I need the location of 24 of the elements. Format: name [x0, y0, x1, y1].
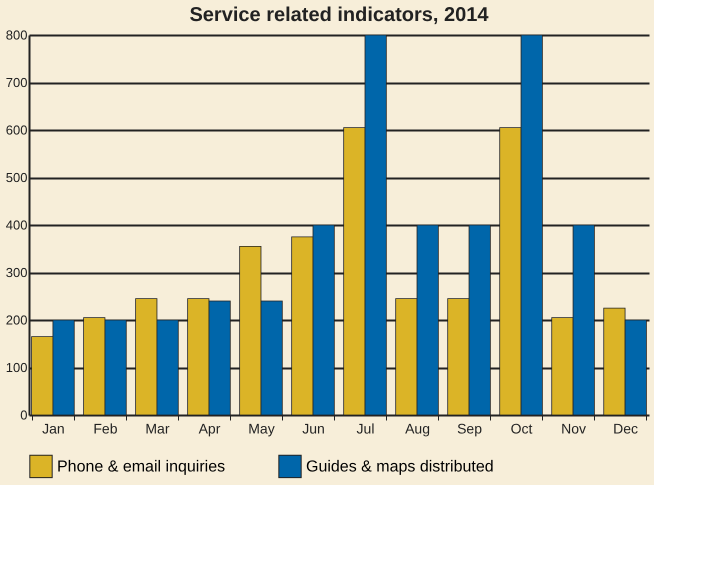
x-tick-label: Feb	[93, 420, 118, 436]
y-tick-label: 200	[6, 312, 28, 328]
y-tick-label: 800	[6, 28, 28, 42]
y-tick-label: 100	[6, 360, 28, 375]
y-tick-label: 0	[20, 408, 28, 422]
x-tick-label: Jan	[42, 420, 65, 436]
y-tick-label: 300	[6, 265, 28, 280]
x-tick-label: Jul	[356, 420, 374, 436]
y-tick-label: 700	[6, 75, 28, 90]
x-tick-label: Oct	[510, 420, 533, 436]
x-tick-label: Sep	[457, 420, 482, 436]
chart-title: Service related indicators, 2014	[189, 4, 490, 26]
x-tick-label: Dec	[613, 420, 638, 436]
legend-label: Guides & maps distributed	[306, 458, 494, 476]
x-tick-label: Nov	[561, 420, 586, 436]
y-tick-label: 600	[6, 122, 28, 138]
x-tick-label: May	[248, 420, 275, 436]
y-tick-label: 500	[6, 170, 28, 185]
x-tick-label: Jun	[302, 420, 325, 436]
y-tick-label: 400	[6, 218, 28, 232]
x-tick-label: Mar	[145, 420, 170, 436]
legend-label: Phone & email inquiries	[57, 458, 226, 476]
x-tick-label: Apr	[198, 420, 221, 436]
x-tick-label: Aug	[405, 420, 430, 436]
